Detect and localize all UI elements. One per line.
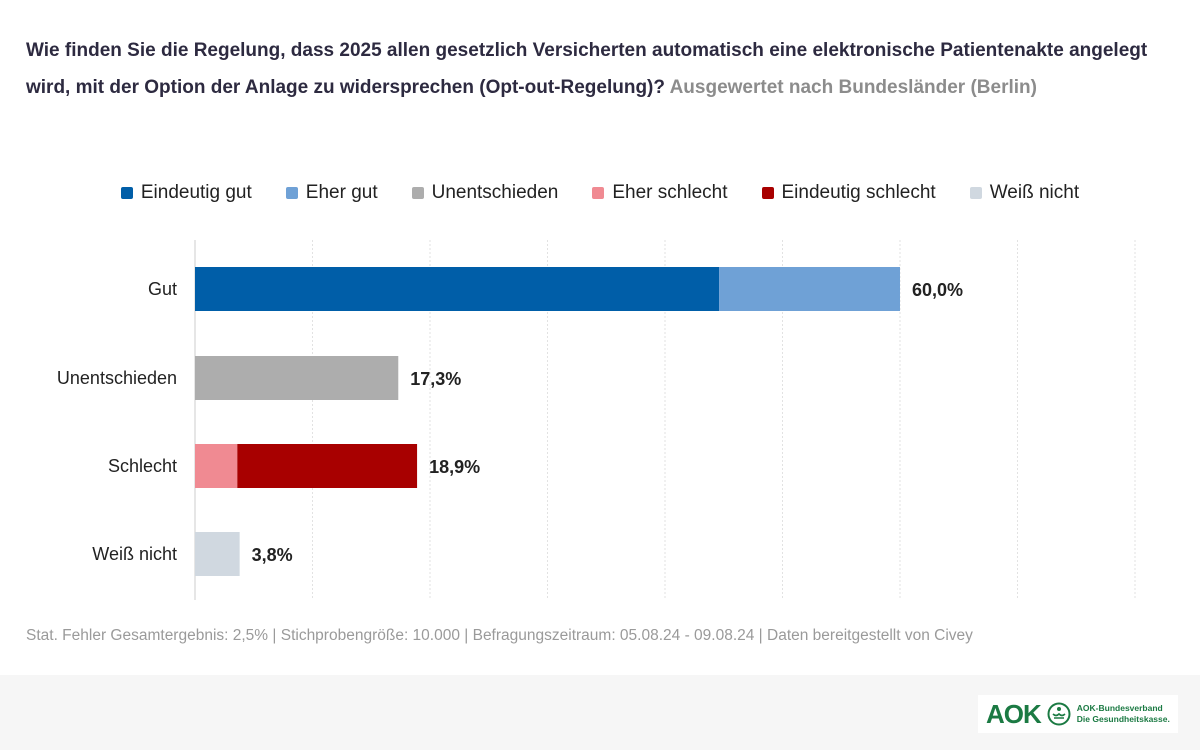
bar-segment: [719, 267, 900, 311]
bar-segment: [237, 444, 418, 488]
legend-item[interactable]: Eindeutig gut: [120, 182, 252, 204]
legend-swatch: [411, 187, 424, 199]
category-label: Unentschieden: [57, 368, 177, 388]
footer-note: Stat. Fehler Gesamtergebnis: 2,5% | Stic…: [26, 627, 973, 644]
footer-bar: AOK AOK-Bundesverband Die Gesundheitskass…: [0, 675, 1200, 750]
logo-line1: AOK-Bundesverband: [1076, 703, 1163, 713]
legend-item[interactable]: Unentschieden: [411, 182, 559, 204]
legend-item[interactable]: Weiß nicht: [969, 182, 1080, 204]
legend-label: Eher schlecht: [612, 182, 728, 203]
bar-segment: [195, 356, 399, 400]
legend-label: Unentschieden: [431, 182, 559, 203]
legend-swatch: [592, 187, 605, 199]
legend-swatch: [969, 187, 982, 199]
logo-brand: AOK: [986, 698, 1042, 729]
data-label: 17,3%: [410, 369, 461, 389]
legend: Eindeutig gut Eher gut Unentschieden Eher s…: [0, 182, 1200, 204]
legend-swatch: [120, 187, 133, 199]
bar-chart: Gut 60,0% Unentschieden 17,3% Schlecht 18,9% W…: [57, 240, 1136, 600]
data-label: 60,0%: [912, 280, 963, 300]
legend-item[interactable]: Eher schlecht: [592, 182, 728, 204]
aok-logo: AOK AOK-Bundesverband Die Gesundheitskass…: [978, 695, 1178, 733]
legend-label: Eher gut: [305, 182, 378, 203]
legend-label: Eindeutig gut: [140, 182, 252, 203]
category-label: Gut: [148, 279, 177, 299]
category-label: Weiß nicht: [92, 544, 177, 564]
legend-label: Weiß nicht: [989, 182, 1080, 203]
legend-item[interactable]: Eher gut: [285, 182, 378, 204]
tree-emblem-icon: [1047, 702, 1071, 726]
bar-segment: [195, 532, 240, 576]
legend-swatch: [285, 187, 298, 199]
data-label: 3,8%: [252, 545, 293, 565]
logo-line2: Die Gesundheitskasse.: [1076, 714, 1170, 724]
bar-segment: [195, 267, 720, 311]
data-label: 18,9%: [429, 457, 480, 477]
chart-title: Wie finden Sie die Regelung, dass 2025 a…: [26, 32, 1176, 106]
bar-segment: [195, 444, 238, 488]
legend-swatch: [761, 187, 774, 199]
title-main: Wie finden Sie die Regelung, dass 2025 a…: [26, 40, 1148, 98]
legend-label: Eindeutig schlecht: [781, 182, 936, 203]
title-subtitle: Ausgewertet nach Bundesländer (Berlin): [669, 77, 1037, 98]
legend-item[interactable]: Eindeutig schlecht: [761, 182, 936, 204]
category-label: Schlecht: [108, 456, 177, 476]
